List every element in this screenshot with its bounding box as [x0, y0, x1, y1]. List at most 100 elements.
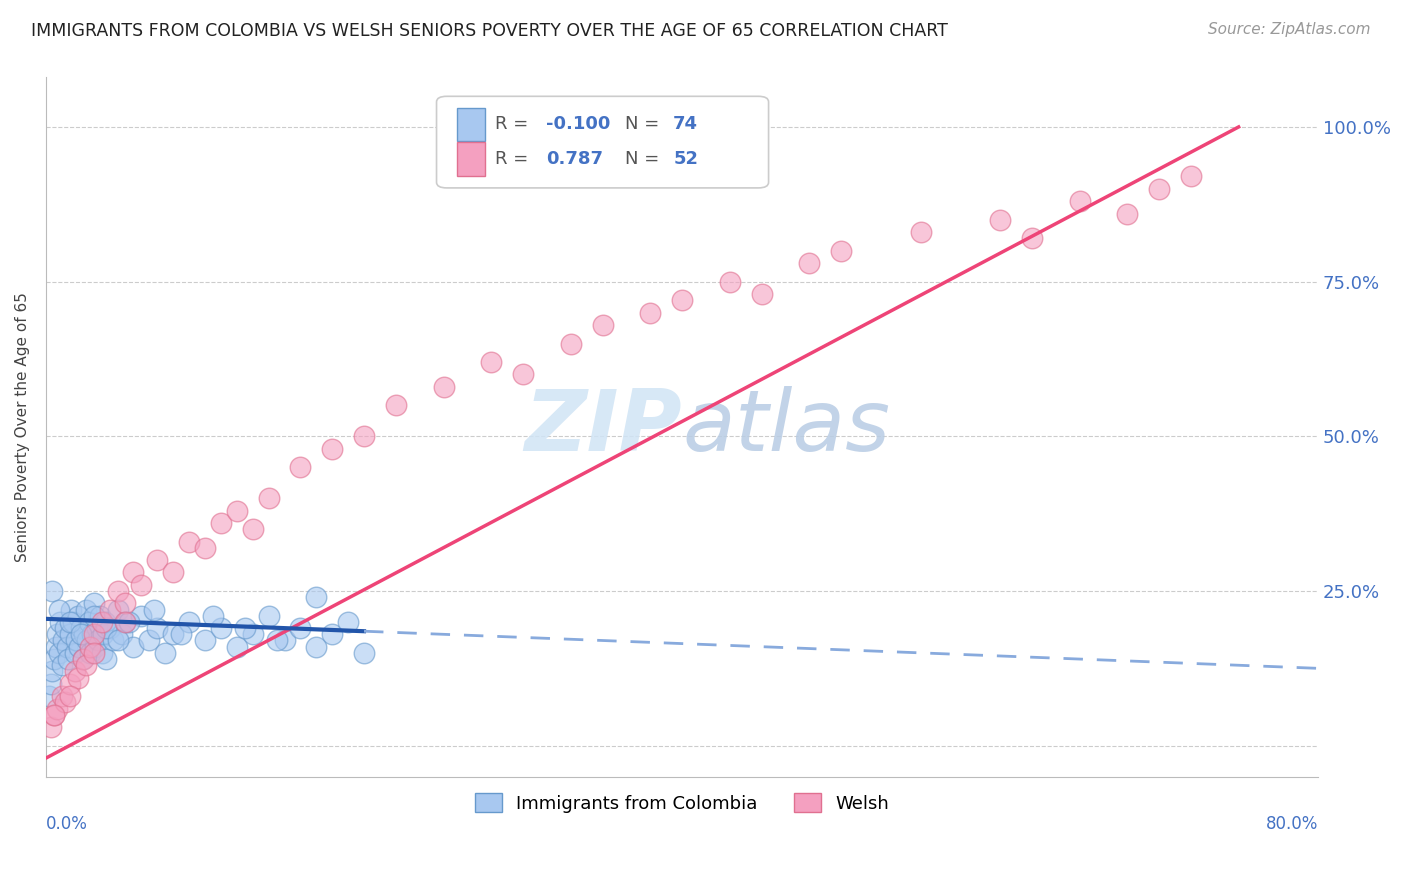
Point — [70, 621, 93, 635]
Point — [290, 460, 312, 475]
Point — [114, 596, 136, 610]
Point — [138, 633, 160, 648]
Point — [83, 608, 105, 623]
Point — [225, 640, 247, 654]
Point — [44, 640, 66, 654]
Point — [84, 640, 107, 654]
Point — [146, 553, 169, 567]
Point — [72, 652, 94, 666]
Point — [225, 503, 247, 517]
Point — [118, 615, 141, 629]
Point — [1021, 231, 1043, 245]
Point — [107, 602, 129, 616]
Text: R =: R = — [495, 150, 534, 169]
Point — [72, 652, 94, 666]
Point — [63, 646, 86, 660]
Point — [39, 720, 62, 734]
Legend: Immigrants from Colombia, Welsh: Immigrants from Colombia, Welsh — [468, 786, 897, 820]
Text: N =: N = — [624, 115, 665, 133]
Text: IMMIGRANTS FROM COLOMBIA VS WELSH SENIORS POVERTY OVER THE AGE OF 65 CORRELATION: IMMIGRANTS FROM COLOMBIA VS WELSH SENIOR… — [31, 22, 948, 40]
Point — [42, 707, 65, 722]
Point — [59, 627, 82, 641]
Point — [83, 627, 105, 641]
Point — [49, 615, 72, 629]
Text: N =: N = — [624, 150, 665, 169]
Point — [79, 640, 101, 654]
Point — [39, 677, 62, 691]
Point — [107, 584, 129, 599]
Point — [42, 652, 65, 666]
Point — [1069, 194, 1091, 209]
Point — [146, 621, 169, 635]
Point — [751, 287, 773, 301]
Point — [46, 701, 69, 715]
Point — [59, 677, 82, 691]
Point — [1116, 206, 1139, 220]
Point — [122, 640, 145, 654]
Text: Source: ZipAtlas.com: Source: ZipAtlas.com — [1208, 22, 1371, 37]
Point — [353, 646, 375, 660]
Point — [194, 541, 217, 555]
Point — [63, 665, 86, 679]
Point — [479, 355, 502, 369]
Point — [75, 602, 97, 616]
Point — [353, 429, 375, 443]
Point — [266, 633, 288, 648]
Point — [60, 602, 83, 616]
Point — [66, 671, 89, 685]
Point — [96, 621, 118, 635]
Point — [718, 275, 741, 289]
Point — [122, 566, 145, 580]
Point — [233, 621, 256, 635]
Point — [101, 633, 124, 648]
Point — [51, 689, 73, 703]
Text: atlas: atlas — [682, 385, 890, 468]
Point — [41, 665, 63, 679]
Point — [59, 689, 82, 703]
Point — [96, 652, 118, 666]
Point — [114, 615, 136, 629]
Point — [671, 293, 693, 308]
Point — [131, 608, 153, 623]
Point — [432, 380, 454, 394]
Point — [273, 633, 295, 648]
FancyBboxPatch shape — [436, 96, 769, 188]
Point — [79, 646, 101, 660]
Point — [257, 491, 280, 506]
Point — [94, 615, 117, 629]
Point — [77, 615, 100, 629]
Point — [385, 398, 408, 412]
Point — [910, 225, 932, 239]
Point — [90, 646, 112, 660]
Point — [830, 244, 852, 258]
FancyBboxPatch shape — [457, 143, 485, 176]
Point — [162, 627, 184, 641]
Point — [38, 689, 60, 703]
FancyBboxPatch shape — [457, 108, 485, 141]
Point — [62, 615, 84, 629]
Point — [290, 621, 312, 635]
Point — [143, 602, 166, 616]
Point — [209, 621, 232, 635]
Point — [162, 566, 184, 580]
Point — [242, 522, 264, 536]
Point — [58, 652, 80, 666]
Point — [52, 633, 75, 648]
Text: R =: R = — [495, 115, 534, 133]
Point — [799, 256, 821, 270]
Point — [1147, 182, 1170, 196]
Point — [87, 633, 110, 648]
Point — [59, 615, 82, 629]
Point — [177, 534, 200, 549]
Point — [592, 318, 614, 332]
Point — [48, 602, 70, 616]
Point — [89, 608, 111, 623]
Point — [67, 640, 90, 654]
Point — [75, 658, 97, 673]
Point — [242, 627, 264, 641]
Point — [107, 633, 129, 648]
Point — [66, 608, 89, 623]
Point — [51, 658, 73, 673]
Point — [98, 621, 121, 635]
Point — [988, 212, 1011, 227]
